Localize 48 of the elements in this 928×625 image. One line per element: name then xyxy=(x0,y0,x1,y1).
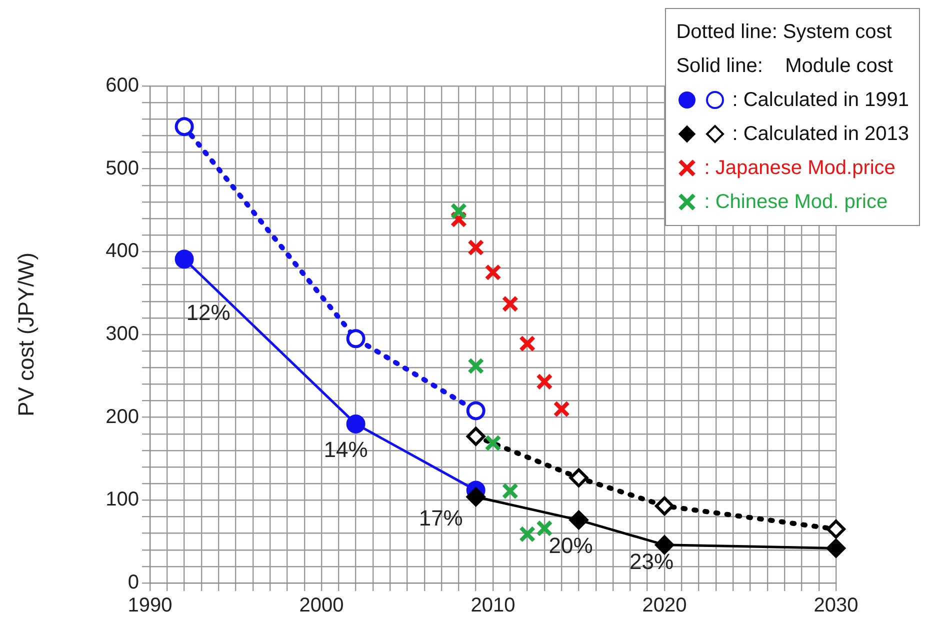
point xyxy=(467,239,484,256)
point xyxy=(536,373,553,390)
y-tick-label: 200 xyxy=(106,406,139,428)
point xyxy=(484,434,502,452)
point xyxy=(518,526,536,542)
point xyxy=(466,401,486,420)
annotation: 14% xyxy=(324,437,368,462)
legend-title: Dotted line: System cost Solid line: Module cost xyxy=(676,20,894,79)
point xyxy=(346,329,366,348)
y-tick-label: 100 xyxy=(106,488,139,511)
point xyxy=(655,535,674,554)
point xyxy=(174,250,194,269)
y-tick-label: 400 xyxy=(106,240,139,262)
y-tick-label: 300 xyxy=(106,323,139,346)
legend-label: : Chinese Mod. price xyxy=(704,190,888,215)
point xyxy=(518,335,536,352)
point xyxy=(502,482,519,500)
annotation: 12% xyxy=(186,300,230,326)
point xyxy=(467,358,484,374)
y-tick-label: 0 xyxy=(128,572,139,594)
point xyxy=(569,468,588,488)
point xyxy=(826,520,846,539)
y-axis-title: PV cost (JPY/W) xyxy=(13,252,38,416)
annotation: 20% xyxy=(548,533,593,558)
point xyxy=(826,538,846,558)
point xyxy=(553,400,570,418)
point xyxy=(346,414,366,434)
annotation: 23% xyxy=(629,548,674,574)
point xyxy=(655,496,674,516)
point xyxy=(484,264,502,281)
point xyxy=(450,202,468,220)
point xyxy=(536,520,553,537)
legend-label: : Japanese Mod.price xyxy=(704,156,896,181)
y-tick-label: 600 xyxy=(106,74,139,97)
point xyxy=(502,295,519,312)
annotation: 17% xyxy=(418,505,463,530)
x-tick-label: 2010 xyxy=(470,594,516,617)
point xyxy=(174,117,194,136)
x-tick-label: 2000 xyxy=(299,594,344,617)
x-tick-label: 2020 xyxy=(642,594,687,617)
legend-label: : Calculated in 2013 xyxy=(732,122,909,147)
x-tick-label: 2030 xyxy=(814,594,858,617)
x-tick-label: 1990 xyxy=(128,594,172,617)
point xyxy=(466,426,486,446)
y-tick-label: 500 xyxy=(106,157,139,180)
point xyxy=(466,487,486,506)
legend-label: : Calculated in 1991 xyxy=(732,88,909,113)
point xyxy=(569,510,588,530)
